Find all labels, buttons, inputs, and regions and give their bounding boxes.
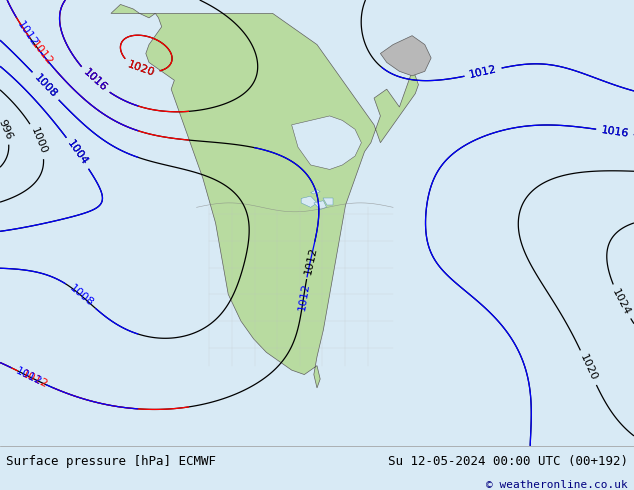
Text: 1012: 1012 xyxy=(302,245,318,275)
Text: 1004: 1004 xyxy=(65,139,90,168)
Text: 1012: 1012 xyxy=(15,19,39,48)
Text: Surface pressure [hPa] ECMWF: Surface pressure [hPa] ECMWF xyxy=(6,455,216,468)
Text: © weatheronline.co.uk: © weatheronline.co.uk xyxy=(486,480,628,490)
Text: 1012: 1012 xyxy=(29,40,55,68)
Text: 1012: 1012 xyxy=(297,281,311,311)
Polygon shape xyxy=(111,4,418,388)
Text: Su 12-05-2024 00:00 UTC (00+192): Su 12-05-2024 00:00 UTC (00+192) xyxy=(387,455,628,468)
Text: 1016: 1016 xyxy=(600,125,630,139)
Text: 1016: 1016 xyxy=(81,67,108,94)
Text: 1008: 1008 xyxy=(32,73,59,99)
Text: 1020: 1020 xyxy=(126,60,156,79)
Text: 1016: 1016 xyxy=(81,67,108,94)
Text: 1012: 1012 xyxy=(469,64,498,80)
Text: 1020: 1020 xyxy=(126,60,156,79)
Text: 1008: 1008 xyxy=(67,283,95,308)
Text: 1024: 1024 xyxy=(611,287,632,317)
Text: 1004: 1004 xyxy=(65,139,90,168)
Text: 996: 996 xyxy=(0,118,13,141)
Text: 1016: 1016 xyxy=(600,125,630,139)
Polygon shape xyxy=(301,196,317,207)
Polygon shape xyxy=(311,190,320,194)
Text: 1012: 1012 xyxy=(14,366,43,387)
Polygon shape xyxy=(323,198,333,205)
Text: 1016: 1016 xyxy=(81,67,108,94)
Text: 1012: 1012 xyxy=(20,369,50,390)
Polygon shape xyxy=(380,36,431,76)
Polygon shape xyxy=(292,116,361,170)
Text: 1008: 1008 xyxy=(32,73,59,99)
Text: 1020: 1020 xyxy=(578,353,599,383)
Text: 1012: 1012 xyxy=(469,64,498,80)
Polygon shape xyxy=(314,201,327,210)
Text: 1000: 1000 xyxy=(29,126,49,156)
